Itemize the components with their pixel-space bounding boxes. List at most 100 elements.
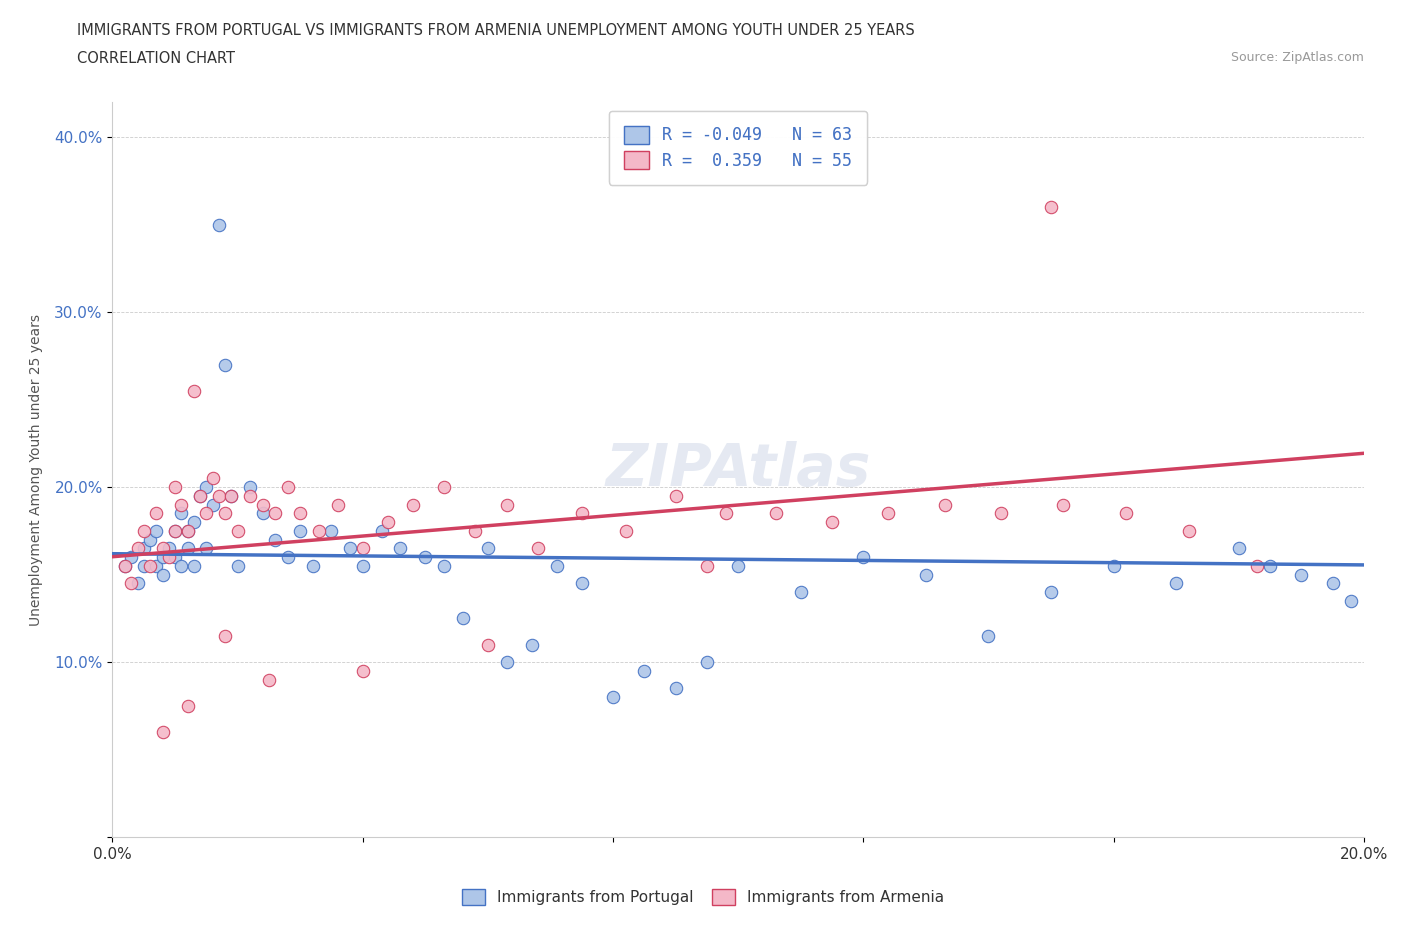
Point xyxy=(1039,585,1063,600)
Point xyxy=(239,480,262,495)
Point xyxy=(790,585,813,600)
Point xyxy=(120,576,142,591)
Point xyxy=(934,498,956,512)
Point xyxy=(139,558,162,573)
Point xyxy=(352,541,374,556)
Legend: Immigrants from Portugal, Immigrants from Armenia: Immigrants from Portugal, Immigrants fro… xyxy=(454,881,952,913)
Point xyxy=(520,637,543,652)
Point xyxy=(252,498,274,512)
Point xyxy=(157,550,180,565)
Text: CORRELATION CHART: CORRELATION CHART xyxy=(77,51,235,66)
Point xyxy=(195,506,218,521)
Point xyxy=(308,524,330,538)
Point xyxy=(339,541,361,556)
Point xyxy=(127,541,149,556)
Point xyxy=(163,550,186,565)
Point xyxy=(877,506,900,521)
Y-axis label: Unemployment Among Youth under 25 years: Unemployment Among Youth under 25 years xyxy=(30,313,44,626)
Point xyxy=(1258,558,1281,573)
Point xyxy=(377,514,399,529)
Point xyxy=(1102,558,1125,573)
Point xyxy=(352,558,374,573)
Point xyxy=(714,506,737,521)
Point xyxy=(195,541,218,556)
Point xyxy=(145,506,167,521)
Point xyxy=(264,506,287,521)
Point xyxy=(214,357,236,372)
Point xyxy=(183,383,205,398)
Point xyxy=(132,541,155,556)
Point xyxy=(290,524,312,538)
Text: ZIPAtlas: ZIPAtlas xyxy=(606,441,870,498)
Point xyxy=(852,550,875,565)
Text: IMMIGRANTS FROM PORTUGAL VS IMMIGRANTS FROM ARMENIA UNEMPLOYMENT AMONG YOUTH UND: IMMIGRANTS FROM PORTUGAL VS IMMIGRANTS F… xyxy=(77,23,915,38)
Point xyxy=(1115,506,1137,521)
Point xyxy=(1291,567,1313,582)
Point xyxy=(433,558,456,573)
Point xyxy=(1246,558,1268,573)
Point xyxy=(277,550,299,565)
Point xyxy=(477,541,499,556)
Point xyxy=(152,567,174,582)
Point xyxy=(696,558,718,573)
Point xyxy=(145,558,167,573)
Point xyxy=(821,514,844,529)
Point xyxy=(152,550,174,565)
Point xyxy=(451,611,474,626)
Point xyxy=(264,532,287,547)
Point xyxy=(127,576,149,591)
Point xyxy=(163,480,186,495)
Point xyxy=(214,506,236,521)
Point xyxy=(139,532,162,547)
Point xyxy=(915,567,938,582)
Point xyxy=(163,524,186,538)
Point xyxy=(114,558,136,573)
Point xyxy=(352,663,374,678)
Point xyxy=(402,498,425,512)
Point xyxy=(477,637,499,652)
Point xyxy=(765,506,787,521)
Point xyxy=(1177,524,1199,538)
Point xyxy=(614,524,637,538)
Point xyxy=(290,506,312,521)
Point xyxy=(990,506,1012,521)
Point xyxy=(977,629,1000,644)
Point xyxy=(170,506,193,521)
Point xyxy=(1166,576,1188,591)
Point xyxy=(176,524,198,538)
Point xyxy=(208,218,231,232)
Point xyxy=(226,524,249,538)
Point xyxy=(176,541,198,556)
Point xyxy=(321,524,343,538)
Point xyxy=(1039,200,1063,215)
Point xyxy=(188,488,211,503)
Point xyxy=(201,498,224,512)
Point xyxy=(602,690,624,705)
Point xyxy=(257,672,280,687)
Point xyxy=(226,558,249,573)
Point xyxy=(208,488,231,503)
Point xyxy=(527,541,550,556)
Point xyxy=(188,488,211,503)
Point xyxy=(495,498,517,512)
Point xyxy=(664,488,686,503)
Point xyxy=(1322,576,1344,591)
Point xyxy=(201,471,224,485)
Point xyxy=(145,524,167,538)
Point xyxy=(464,524,486,538)
Point xyxy=(152,724,174,739)
Point xyxy=(326,498,349,512)
Point xyxy=(170,498,193,512)
Point xyxy=(176,524,198,538)
Point xyxy=(170,558,193,573)
Point xyxy=(727,558,749,573)
Point xyxy=(389,541,412,556)
Point xyxy=(132,558,155,573)
Point xyxy=(495,655,517,670)
Point xyxy=(195,480,218,495)
Point xyxy=(696,655,718,670)
Point xyxy=(370,524,392,538)
Point xyxy=(176,698,198,713)
Point xyxy=(152,541,174,556)
Point xyxy=(415,550,437,565)
